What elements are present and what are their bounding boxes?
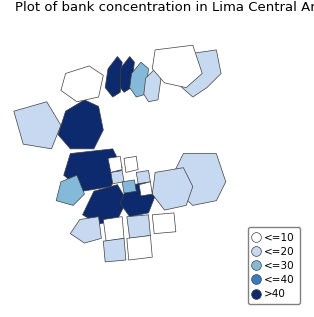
Polygon shape (124, 156, 138, 172)
Polygon shape (122, 180, 136, 193)
Polygon shape (111, 171, 124, 184)
Polygon shape (120, 182, 155, 217)
Polygon shape (139, 182, 152, 196)
Polygon shape (105, 56, 122, 97)
Polygon shape (152, 168, 193, 210)
Polygon shape (144, 69, 162, 102)
Legend: <=10, <=20, <=30, <=40, >40: <=10, <=20, <=30, <=40, >40 (248, 227, 300, 304)
Polygon shape (108, 156, 122, 172)
Polygon shape (130, 62, 149, 97)
Polygon shape (167, 50, 221, 97)
Polygon shape (152, 45, 202, 87)
Polygon shape (174, 153, 226, 205)
Polygon shape (136, 171, 150, 184)
Polygon shape (127, 236, 152, 260)
Polygon shape (103, 238, 126, 262)
Polygon shape (14, 102, 61, 149)
Polygon shape (64, 149, 122, 191)
Polygon shape (61, 66, 103, 102)
Polygon shape (58, 100, 103, 149)
Polygon shape (103, 217, 124, 241)
Polygon shape (70, 217, 101, 243)
Polygon shape (83, 184, 127, 224)
Polygon shape (56, 175, 84, 205)
Polygon shape (120, 56, 134, 92)
Text: Plot of bank concentration in Lima Central Areas: Plot of bank concentration in Lima Centr… (15, 1, 314, 14)
Polygon shape (127, 215, 150, 238)
Polygon shape (152, 213, 176, 234)
